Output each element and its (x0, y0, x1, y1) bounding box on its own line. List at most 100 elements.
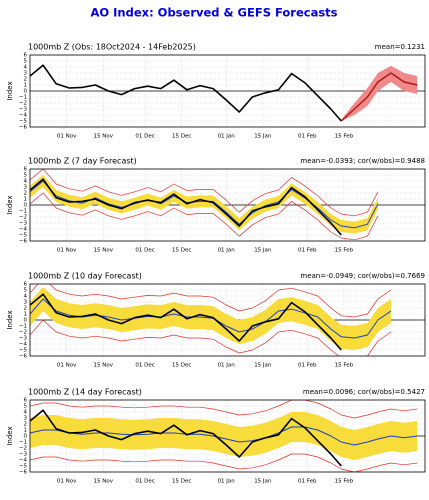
y-tick-label: 2 (24, 306, 28, 312)
x-tick-label: 15 Nov (94, 248, 114, 254)
plot-frame (29, 399, 426, 473)
series-line (30, 169, 379, 217)
plot-area (30, 284, 392, 356)
x-tick-label: 01 Nov (57, 248, 77, 254)
y-tick-label: 5 (24, 404, 28, 410)
series-line (30, 178, 342, 236)
x-tick-label: 01 Jan (218, 363, 236, 369)
x-tick-label: 15 Jan (254, 248, 272, 254)
y-tick-label: −6 (19, 125, 28, 131)
x-tick-label: 01 Jan (218, 134, 236, 140)
series-line (30, 293, 342, 351)
y-tick-label: 6 (24, 53, 28, 59)
y-tick-label: 4 (24, 294, 28, 300)
x-tick-label: 01 Dec (135, 248, 154, 254)
panel-stat: mean=0.0096; cor(w/obs)=0.5427 (303, 388, 425, 396)
spread-band (30, 175, 378, 234)
y-tick-label: −1 (19, 440, 27, 446)
y-tick-label: 2 (24, 422, 28, 428)
x-tick-label: 15 Jan (254, 363, 272, 369)
series-line (30, 453, 418, 472)
y-tick-label: 1 (24, 83, 28, 89)
y-tick-label: −3 (19, 107, 28, 113)
x-tick-label: 01 Feb (298, 479, 317, 485)
y-tick-label: −2 (19, 330, 27, 336)
x-tick-label: 01 Dec (135, 479, 154, 485)
x-tick-label: 15 Feb (335, 134, 354, 140)
plot-area (30, 64, 418, 122)
y-tick-label: 3 (24, 416, 28, 422)
panel-title: 1000mb Z (10 day Forecast) (28, 272, 142, 281)
x-tick-label: 15 Dec (172, 479, 191, 485)
x-tick-label: 15 Nov (94, 479, 114, 485)
x-tick-label: 01 Nov (57, 363, 77, 369)
x-tick-label: 01 Jan (218, 479, 236, 485)
y-tick-label: 6 (24, 282, 28, 288)
series-line (340, 72, 418, 122)
x-tick-label: 15 Feb (335, 248, 354, 254)
y-tick-label: −5 (19, 464, 28, 470)
series-line (30, 409, 342, 467)
y-tick-label: −3 (19, 336, 28, 342)
y-tick-label: 4 (24, 65, 28, 71)
plot-area (30, 169, 379, 241)
y-tick-label: −1 (19, 209, 27, 215)
panel-title: 1000mb Z (7 day Forecast) (28, 157, 137, 166)
x-tick-label: 15 Dec (172, 134, 191, 140)
panel-stat: mean=0.1231 (375, 43, 425, 51)
panel-title: 1000mb Z (14 day Forecast) (28, 388, 142, 397)
x-tick-label: 01 Nov (57, 479, 77, 485)
x-tick-label: 15 Feb (335, 479, 354, 485)
x-tick-label: 01 Feb (298, 134, 317, 140)
x-tick-label: 01 Jan (218, 248, 236, 254)
y-tick-label: −2 (19, 101, 27, 107)
x-tick-label: 15 Dec (172, 248, 191, 254)
plot-frame (29, 168, 426, 242)
y-tick-label: 3 (24, 185, 28, 191)
y-tick-label: 0 (24, 89, 28, 95)
y-tick-label: −4 (19, 458, 28, 464)
y-tick-label: 5 (24, 173, 28, 179)
series-line (30, 64, 342, 122)
y-tick-label: −5 (19, 119, 28, 125)
y-tick-label: 3 (24, 71, 28, 77)
panel-title: 1000mb Z (Obs: 18Oct2024 - 14Feb2025) (28, 43, 196, 52)
x-tick-label: 15 Feb (335, 363, 354, 369)
series-line (30, 192, 379, 241)
y-tick-label: 2 (24, 77, 28, 83)
y-tick-label: 3 (24, 300, 28, 306)
y-tick-label: −2 (19, 446, 27, 452)
y-tick-label: −4 (19, 227, 28, 233)
series-line (30, 319, 392, 356)
y-tick-label: 4 (24, 179, 28, 185)
y-axis-label: Index (6, 310, 14, 329)
x-tick-label: 01 Feb (298, 248, 317, 254)
y-tick-label: −1 (19, 95, 27, 101)
y-tick-label: 0 (24, 203, 28, 209)
y-tick-label: −6 (19, 354, 28, 360)
x-tick-label: 01 Dec (135, 363, 154, 369)
y-tick-label: 1 (24, 312, 28, 318)
y-axis-label: Index (6, 81, 14, 100)
series-line (30, 284, 392, 318)
y-tick-label: −5 (19, 348, 28, 354)
x-tick-label: 01 Nov (57, 134, 77, 140)
plot-frame (29, 54, 426, 128)
y-axis-label: Index (6, 195, 14, 214)
y-tick-label: 0 (24, 434, 28, 440)
plot-area (30, 400, 418, 472)
y-tick-label: −4 (19, 342, 28, 348)
y-axis-label: Index (6, 426, 14, 445)
x-tick-label: 01 Feb (298, 363, 317, 369)
x-tick-label: 15 Dec (172, 363, 191, 369)
x-tick-label: 01 Dec (135, 134, 154, 140)
panel-stat: mean=-0.0393; cor(w/obs)=0.9488 (300, 157, 425, 165)
y-tick-label: −6 (19, 470, 28, 476)
spread-band (30, 412, 418, 460)
panel-stat: mean=-0.0949; cor(w/obs)=0.7669 (300, 272, 425, 280)
y-tick-label: 1 (24, 197, 28, 203)
series-line (30, 400, 418, 419)
y-tick-label: 2 (24, 191, 28, 197)
spread-band (30, 287, 391, 350)
y-tick-label: −3 (19, 221, 28, 227)
